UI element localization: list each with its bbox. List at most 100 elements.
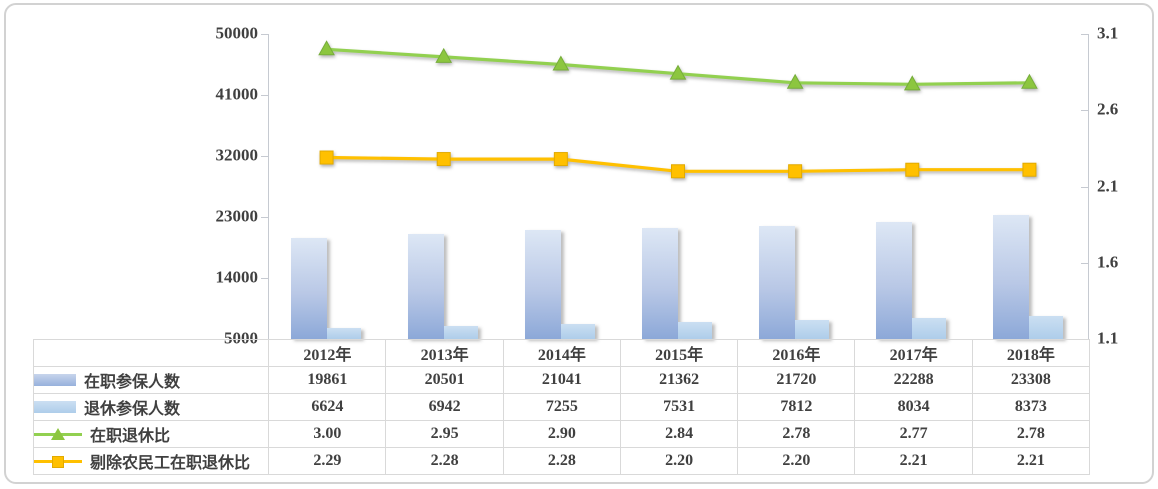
legend-label: 在职退休比 (90, 428, 171, 445)
value-cell: 20501 (385, 366, 504, 394)
right-axis-tick (1081, 262, 1088, 264)
left-value-axis-line (268, 34, 269, 339)
retired-insured-bar-2018年 (1029, 316, 1064, 339)
square-marker (905, 162, 920, 177)
square-marker (671, 164, 685, 179)
green-line-swatch (34, 427, 82, 442)
left-axis-tick (261, 217, 268, 218)
value-cell: 6942 (385, 393, 504, 421)
table-row: 在职参保人数 19861 20501 21041 21362 21720 22288 2330… (32, 366, 1091, 394)
right-axis-tick (1081, 110, 1088, 112)
square-marker (788, 164, 803, 179)
active-insured-bar-2014年 (524, 230, 561, 339)
retired-insured-bar-swatch (34, 401, 76, 413)
retired-insured-bar-2016年 (795, 319, 830, 339)
active-insured-bar-swatch (34, 374, 76, 386)
value-cell: 6624 (268, 393, 387, 421)
value-cell: 2.21 (854, 447, 973, 475)
legend-cell: 在职退休比 (32, 420, 270, 448)
value-cell: 7531 (619, 393, 739, 421)
value-cell: 2.20 (619, 447, 739, 475)
triangle-marker-icon (51, 427, 65, 440)
retired-insured-bar-2012年 (326, 327, 361, 339)
year-header-cell: 2016年 (737, 339, 856, 367)
right-axis-tick-label: 2.6 (1097, 99, 1119, 119)
square-marker (436, 152, 451, 167)
triangle-marker (1021, 73, 1038, 89)
value-cell: 21362 (619, 366, 739, 394)
value-cell: 2.78 (737, 420, 856, 448)
retired-insured-bar-2013年 (443, 325, 478, 339)
active-insured-bar-2018年 (993, 214, 1030, 339)
triangle-marker (318, 40, 335, 56)
left-axis-tick-label: 23000 (215, 206, 259, 226)
value-cell: 23308 (971, 366, 1091, 394)
year-header-cell: 2012年 (268, 339, 387, 367)
left-axis-tick-label: 50000 (215, 23, 259, 43)
year-header-cell: 2014年 (502, 339, 621, 367)
year-header-cell: 2018年 (971, 339, 1091, 367)
value-cell: 8034 (854, 393, 973, 421)
value-cell: 2.95 (385, 420, 504, 448)
table-row: 退休参保人数 6624 6942 7255 7531 7812 8034 8373 (32, 393, 1091, 421)
value-cell: 2.28 (502, 447, 621, 475)
year-header-cell: 2017年 (854, 339, 973, 367)
right-axis-tick-label: 2.1 (1097, 176, 1119, 196)
left-axis-tick (261, 95, 268, 96)
active-insured-bar-2013年 (407, 233, 444, 339)
right-value-axis-line (1088, 34, 1089, 339)
left-axis-tick (261, 156, 268, 157)
left-axis-tick (261, 278, 268, 279)
legend-label: 剔除农民工在职退休比 (90, 455, 251, 472)
value-cell: 2.78 (971, 420, 1091, 448)
value-cell: 8373 (971, 393, 1091, 421)
value-cell: 21041 (502, 366, 621, 394)
square-marker (553, 152, 568, 167)
triangle-marker (669, 64, 687, 80)
retired-insured-bar-2015年 (678, 321, 712, 339)
retired-insured-bar-2017年 (912, 318, 947, 339)
right-axis-tick-label: 3.1 (1097, 23, 1119, 43)
left-axis-tick-label: 41000 (215, 84, 259, 104)
value-cell: 2.77 (854, 420, 973, 448)
value-cell: 3.00 (268, 420, 387, 448)
legend-label: 退休参保人数 (84, 401, 181, 418)
square-marker-icon (52, 455, 64, 468)
left-axis-tick (261, 34, 268, 35)
chart-data-table: 2012年 2013年 2014年 2015年 2016年 2017年 2018年在职参保人… (32, 339, 1091, 475)
value-cell: 2.29 (268, 447, 387, 475)
right-axis-tick-label: 1.1 (1097, 328, 1119, 348)
value-cell: 2.28 (385, 447, 504, 475)
value-cell: 2.20 (737, 447, 856, 475)
legend-cell: 剔除农民工在职退休比 (32, 447, 270, 475)
value-cell: 19861 (268, 366, 387, 394)
value-cell: 7812 (737, 393, 856, 421)
year-header-cell: 2015年 (619, 339, 739, 367)
ratio-line-green (318, 40, 1038, 91)
orange-line-swatch (34, 454, 82, 469)
triangle-marker (786, 73, 804, 89)
right-axis-tick-label: 1.6 (1097, 252, 1119, 272)
table-header-row: 2012年 2013年 2014年 2015年 2016年 2017年 2018年 (32, 339, 1091, 367)
active-insured-bar-2016年 (759, 225, 796, 339)
legend-label: 在职参保人数 (84, 374, 181, 391)
left-axis-tick-label: 32000 (215, 145, 259, 165)
value-cell: 2.21 (971, 447, 1091, 475)
triangle-marker (435, 47, 453, 63)
value-cell: 7255 (502, 393, 621, 421)
year-header-cell: 2013年 (385, 339, 504, 367)
table-row: 在职退休比 3.00 2.95 2.90 2.84 2.78 2.77 2.78 (32, 420, 1091, 448)
active-insured-bar-2015年 (642, 228, 678, 339)
triangle-marker (903, 75, 921, 91)
ratio-excl-migrant-line-orange (319, 150, 1037, 179)
value-cell: 21720 (737, 366, 856, 394)
left-axis-tick-label: 14000 (215, 267, 259, 287)
right-axis-tick (1081, 186, 1088, 188)
retired-insured-bar-2014年 (560, 323, 595, 339)
line-series-overlay (318, 40, 1038, 179)
legend-cell: 在职参保人数 (32, 366, 270, 394)
value-cell: 2.90 (502, 420, 621, 448)
triangle-marker (552, 55, 570, 71)
